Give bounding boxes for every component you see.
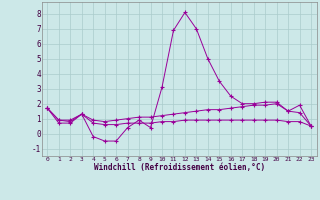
X-axis label: Windchill (Refroidissement éolien,°C): Windchill (Refroidissement éolien,°C) bbox=[94, 163, 265, 172]
